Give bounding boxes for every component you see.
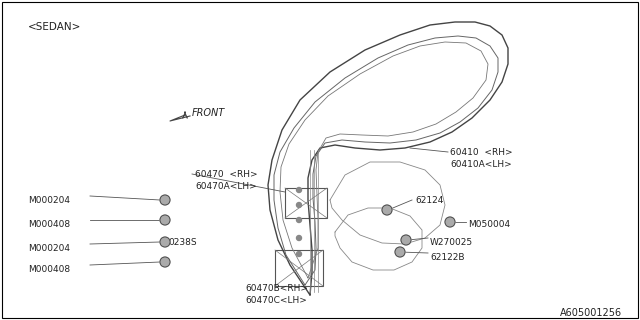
Text: M000204: M000204	[28, 196, 70, 205]
Circle shape	[296, 188, 301, 193]
Circle shape	[160, 195, 170, 205]
Circle shape	[160, 215, 170, 225]
Text: 60470A<LH>: 60470A<LH>	[195, 182, 257, 191]
Circle shape	[296, 236, 301, 241]
Text: 62122B: 62122B	[430, 253, 465, 262]
Bar	[285, 188, 327, 218]
Text: <SEDAN>: <SEDAN>	[28, 22, 81, 32]
Text: M000408: M000408	[28, 265, 70, 274]
Text: 0238S: 0238S	[168, 238, 196, 247]
Text: A605001256: A605001256	[560, 308, 622, 318]
Text: M000204: M000204	[28, 244, 70, 253]
Circle shape	[296, 203, 301, 207]
Circle shape	[382, 205, 392, 215]
Circle shape	[296, 218, 301, 222]
Circle shape	[445, 217, 455, 227]
Text: 60470B<RH>: 60470B<RH>	[245, 284, 308, 293]
Circle shape	[401, 235, 411, 245]
Circle shape	[160, 257, 170, 267]
Text: M050004: M050004	[468, 220, 510, 229]
Text: 60470C<LH>: 60470C<LH>	[245, 296, 307, 305]
Text: 62124: 62124	[415, 196, 444, 205]
Text: 60470  <RH>: 60470 <RH>	[195, 170, 258, 179]
Text: W270025: W270025	[430, 238, 473, 247]
Circle shape	[296, 252, 301, 257]
Bar	[275, 250, 323, 286]
Circle shape	[160, 237, 170, 247]
Text: M000408: M000408	[28, 220, 70, 229]
Text: 60410A<LH>: 60410A<LH>	[450, 160, 512, 169]
Circle shape	[395, 247, 405, 257]
Text: 60410  <RH>: 60410 <RH>	[450, 148, 513, 157]
Text: FRONT: FRONT	[192, 108, 225, 118]
